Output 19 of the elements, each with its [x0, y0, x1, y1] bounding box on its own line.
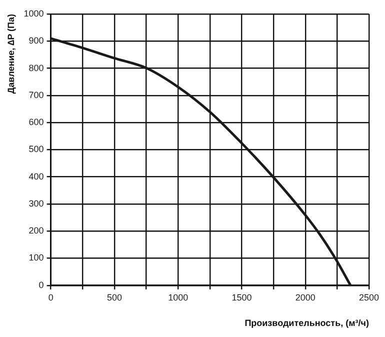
y-tick-label: 100	[28, 252, 44, 263]
y-tick-label: 700	[28, 90, 44, 100]
y-tick-label: 500	[28, 144, 44, 154]
x-tick-label: 1000	[168, 292, 188, 302]
y-tick-label: 0	[38, 280, 44, 290]
y-tick-label: 600	[28, 117, 44, 128]
x-tick-label: 0	[48, 292, 54, 302]
y-tick-label: 300	[28, 198, 44, 208]
y-tick-label: 800	[28, 62, 44, 73]
x-tick-label: 2500	[358, 292, 380, 302]
y-tick-label: 400	[28, 171, 44, 182]
x-tick-label: 500	[106, 292, 122, 302]
x-axis-title: Производительность, (м³/ч)	[244, 318, 369, 328]
x-tick-label: 1500	[232, 292, 252, 302]
x-tick-label: 2000	[295, 292, 316, 302]
y-tick-label: 1000	[24, 8, 44, 18]
y-axis-title: Давление, ∆P (Па)	[6, 14, 16, 94]
y-tick-label: 900	[28, 36, 44, 46]
y-tick-label: 200	[28, 226, 44, 236]
